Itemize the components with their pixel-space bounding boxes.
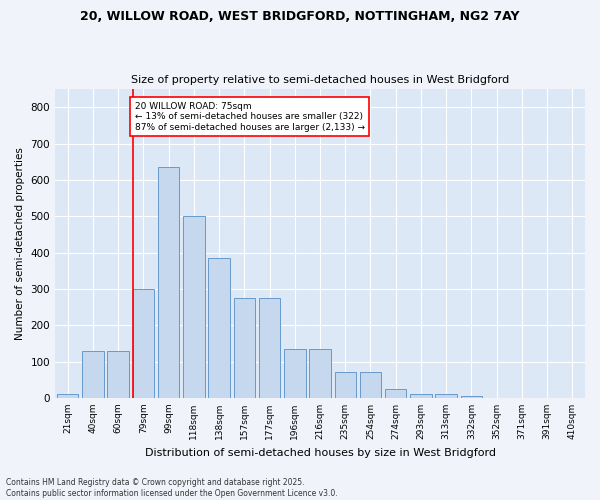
Bar: [233, 298, 255, 398]
Bar: [436, 394, 457, 398]
Bar: [57, 394, 79, 398]
Bar: [208, 258, 230, 398]
Bar: [309, 349, 331, 398]
Bar: [133, 289, 154, 398]
Bar: [183, 216, 205, 398]
Text: 20, WILLOW ROAD, WEST BRIDGFORD, NOTTINGHAM, NG2 7AY: 20, WILLOW ROAD, WEST BRIDGFORD, NOTTING…: [80, 10, 520, 23]
Text: 20 WILLOW ROAD: 75sqm
← 13% of semi-detached houses are smaller (322)
87% of sem: 20 WILLOW ROAD: 75sqm ← 13% of semi-deta…: [134, 102, 365, 132]
Text: Contains HM Land Registry data © Crown copyright and database right 2025.
Contai: Contains HM Land Registry data © Crown c…: [6, 478, 338, 498]
Bar: [107, 350, 129, 398]
Y-axis label: Number of semi-detached properties: Number of semi-detached properties: [15, 147, 25, 340]
Bar: [461, 396, 482, 398]
Bar: [410, 394, 431, 398]
Bar: [385, 389, 406, 398]
Bar: [335, 372, 356, 398]
X-axis label: Distribution of semi-detached houses by size in West Bridgford: Distribution of semi-detached houses by …: [145, 448, 496, 458]
Bar: [158, 167, 179, 398]
Bar: [360, 372, 381, 398]
Bar: [284, 349, 305, 398]
Title: Size of property relative to semi-detached houses in West Bridgford: Size of property relative to semi-detach…: [131, 76, 509, 86]
Bar: [82, 350, 104, 398]
Bar: [259, 298, 280, 398]
